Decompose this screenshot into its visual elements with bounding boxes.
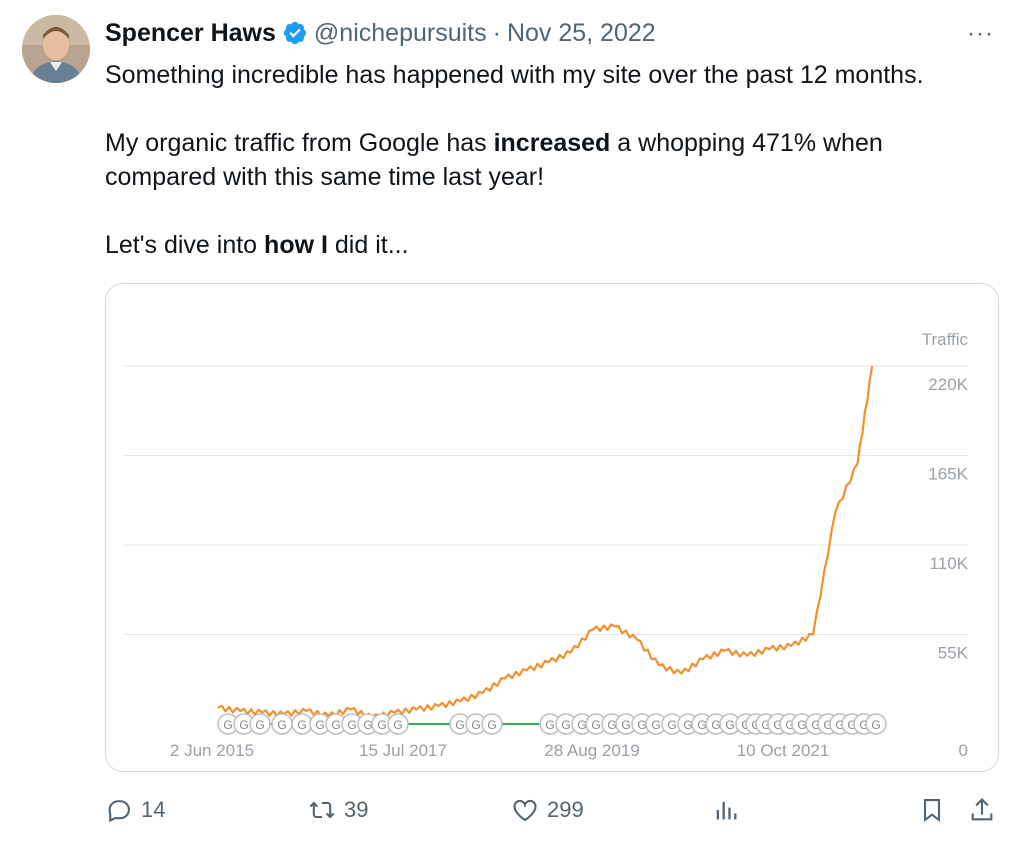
retweet-button[interactable]: 39 [308, 790, 368, 830]
tweet-line-2-text-a: My organic traffic from Google has [105, 129, 494, 157]
google-update-marker-label: G [785, 718, 794, 732]
traffic-chart: Traffic 220K 165K 110K 55K 0 2 Jun 2015 15 Jul … [124, 330, 969, 760]
google-update-marker-label: G [621, 718, 630, 732]
google-update-marker-label: G [823, 718, 832, 732]
analytics-icon [716, 801, 737, 820]
tweet-date[interactable]: Nov 25, 2022 [506, 18, 656, 47]
google-update-marker-label: G [545, 718, 554, 732]
author-avatar[interactable] [22, 15, 90, 83]
tweet-line-4-bold: how I [264, 231, 328, 259]
x-tick-label: 10 Oct 2021 [737, 741, 830, 760]
google-update-marker-label: G [847, 718, 856, 732]
google-update-marker-label: G [773, 718, 782, 732]
google-update-marker-label: G [697, 718, 706, 732]
google-update-marker-label: G [607, 718, 616, 732]
google-update-marker-label: G [667, 718, 676, 732]
y-tick-label: 220K [928, 375, 968, 394]
traffic-chart-card[interactable]: Traffic 220K 165K 110K 55K 0 2 Jun 2015 15 Jul … [105, 283, 999, 772]
share-button[interactable] [968, 790, 1004, 830]
x-tick-label: 2 Jun 2015 [170, 741, 254, 760]
google-update-marker-label: G [591, 718, 600, 732]
google-update-marker-label: G [637, 718, 646, 732]
google-update-marker-label: G [811, 718, 820, 732]
google-update-marker-label: G [683, 718, 692, 732]
google-update-marker [387, 713, 409, 735]
google-update-marker [249, 713, 271, 735]
more-options-icon[interactable]: ··· [967, 20, 994, 47]
views-button[interactable] [712, 790, 748, 830]
tweet-line-4: Let's dive into how I did it... [105, 228, 985, 262]
google-update-marker-label: G [223, 718, 232, 732]
google-update-marker-label: G [651, 718, 660, 732]
x-tick-label: 28 Aug 2019 [544, 741, 639, 760]
tweet-line-1: Something incredible has happened with m… [105, 61, 924, 89]
retweet-count: 39 [344, 797, 369, 822]
heart-icon [513, 799, 537, 822]
like-button[interactable]: 299 [511, 790, 584, 830]
tweet-line-2-bold: increased [493, 129, 611, 157]
google-update-marker [865, 713, 887, 735]
header-separator: · [492, 18, 501, 47]
reply-button[interactable]: 14 [105, 790, 165, 830]
y-tick-label: 165K [928, 465, 968, 484]
google-update-marker-label: G [297, 718, 306, 732]
y-tick-label: 0 [959, 741, 968, 760]
reply-icon [108, 800, 130, 823]
traffic-series-line [217, 365, 874, 720]
google-update-marker-label: G [239, 718, 248, 732]
google-update-marker-label: G [255, 718, 264, 732]
google-update-marker-label: G [393, 718, 402, 732]
verified-badge-icon [282, 20, 308, 46]
tweet-line-4-text-a: Let's dive into [105, 231, 265, 259]
tweet-line-3: compared with this same time last year! [105, 163, 545, 191]
x-tick-label: 15 Jul 2017 [359, 741, 447, 760]
y-tick-label: 110K [930, 554, 969, 573]
google-update-marker-label: G [277, 718, 286, 732]
tweet-line-2-text-b: a whopping 471% when [610, 129, 883, 157]
google-update-marker-label: G [347, 718, 356, 732]
tweet-actions: 14 39 299 [0, 790, 1024, 830]
google-update-marker-label: G [725, 718, 734, 732]
google-update-marker-label: G [561, 718, 570, 732]
tweet-line-2: My organic traffic from Google has incre… [105, 126, 985, 160]
google-update-marker-label: G [835, 718, 844, 732]
google-update-marker-label: G [859, 718, 868, 732]
google-update-marker-label: G [761, 718, 770, 732]
y-axis-label: Traffic [922, 330, 969, 349]
share-icon [971, 798, 993, 821]
google-update-marker [481, 713, 503, 735]
retweet-icon [309, 801, 335, 819]
reply-count: 14 [141, 797, 166, 822]
google-update-marker-label: G [455, 718, 464, 732]
tweet-line-4-text-b: did it... [327, 231, 409, 259]
author-handle[interactable]: @nichepursuits [313, 18, 487, 47]
author-name[interactable]: Spencer Haws [105, 18, 276, 47]
bookmark-icon [923, 799, 941, 823]
like-count: 299 [547, 797, 584, 822]
bookmark-button[interactable] [918, 790, 954, 830]
google-update-marker-label: G [331, 718, 340, 732]
google-update-marker-label: G [871, 718, 880, 732]
google-update-marker-label: G [377, 718, 386, 732]
google-update-marker-label: G [711, 718, 720, 732]
google-update-marker-label: G [797, 718, 806, 732]
google-update-marker-label: G [315, 718, 324, 732]
y-tick-label: 55K [938, 644, 969, 663]
google-update-marker-label: G [487, 718, 496, 732]
google-update-marker-label: G [471, 718, 480, 732]
tweet-body: Something incredible has happened with m… [105, 58, 985, 262]
google-update-marker-label: G [363, 718, 372, 732]
tweet-header: Spencer Haws @nichepursuits · Nov 25, 20… [105, 16, 656, 50]
google-update-marker-label: G [577, 718, 586, 732]
